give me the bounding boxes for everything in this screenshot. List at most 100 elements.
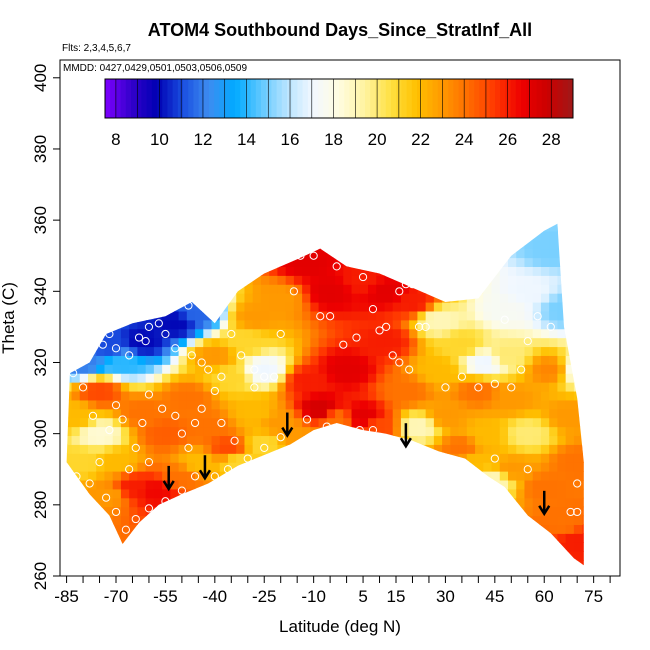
heat-cell <box>244 337 254 348</box>
heat-cell <box>450 293 460 303</box>
heat-cell <box>442 223 451 232</box>
heat-cell <box>318 390 328 401</box>
sample-point <box>184 301 193 310</box>
heat-cell <box>285 435 295 445</box>
heat-cell <box>475 364 484 374</box>
heat-cell <box>433 319 443 330</box>
heat-cell <box>384 284 394 294</box>
heat-cell <box>433 364 443 374</box>
heat-cell <box>104 408 114 419</box>
heat-cell <box>458 373 468 383</box>
heat-cell <box>195 533 204 543</box>
heat-cell <box>359 284 369 294</box>
heat-cell <box>475 213 484 223</box>
heat-cell <box>524 230 534 241</box>
heat-cell <box>557 444 567 454</box>
heat-cell <box>260 239 270 250</box>
heat-cell <box>120 328 130 339</box>
heat-cell <box>417 373 427 383</box>
heat-cell <box>203 213 212 223</box>
heat-cell <box>96 373 106 383</box>
heat-cell <box>96 301 106 312</box>
heat-cell <box>532 471 542 481</box>
heat-cell <box>450 506 460 517</box>
heat-cell <box>129 319 139 330</box>
heat-cell <box>499 328 509 339</box>
heat-cell <box>400 542 410 552</box>
heat-cell <box>88 533 97 543</box>
heat-cell <box>343 239 353 250</box>
heat-cell <box>458 533 468 543</box>
heat-cell <box>310 559 320 566</box>
heat-cell <box>236 488 246 499</box>
heat-cell <box>261 213 270 223</box>
heat-cell <box>302 355 311 365</box>
heat-cell <box>384 301 394 312</box>
heat-cell <box>450 275 460 285</box>
sample-point <box>85 479 94 488</box>
sample-point <box>177 429 186 438</box>
heat-cell <box>573 435 583 445</box>
heat-cell <box>582 213 591 223</box>
heat-cell <box>96 462 106 472</box>
heat-cell <box>475 328 484 339</box>
heat-cell <box>153 497 163 508</box>
heat-cell <box>66 373 73 383</box>
heat-cell <box>260 301 270 312</box>
heat-cell <box>79 346 89 356</box>
sample-point <box>111 507 121 517</box>
heat-cell <box>88 364 97 374</box>
heat-cell <box>104 213 113 223</box>
heat-cell <box>549 444 559 454</box>
heat-cell <box>211 426 221 437</box>
heat-cell <box>335 266 344 276</box>
heat-cell <box>557 364 567 374</box>
heat-cell <box>195 551 204 561</box>
heat-cell <box>269 364 279 374</box>
heat-cell <box>170 364 180 374</box>
heat-cell <box>219 453 229 463</box>
heat-cell <box>252 533 262 543</box>
heat-cell <box>310 515 320 525</box>
heat-cell <box>417 533 427 543</box>
heat-cell <box>475 471 484 481</box>
heat-cell <box>491 399 501 410</box>
heat-cell <box>532 328 542 339</box>
heat-cell <box>540 284 550 294</box>
sample-point <box>533 312 542 321</box>
heat-cell <box>236 515 246 525</box>
heat-cell <box>104 462 114 472</box>
heat-cell <box>79 533 89 543</box>
sample-point <box>171 411 180 420</box>
heat-cell <box>104 444 114 454</box>
heat-cell <box>540 382 550 392</box>
heat-cell <box>129 453 139 463</box>
heat-cell <box>211 301 221 312</box>
heat-cell <box>573 328 583 339</box>
heat-cell <box>220 213 229 223</box>
heat-cell <box>252 248 262 259</box>
heat-cell <box>120 223 130 232</box>
sample-point <box>352 333 361 342</box>
heat-cell <box>582 390 584 401</box>
heat-cell <box>359 346 369 356</box>
heat-cell <box>508 390 517 401</box>
heat-cell <box>228 497 237 508</box>
heat-cell <box>121 213 130 223</box>
heat-cell <box>458 355 468 365</box>
heat-cell <box>326 462 336 472</box>
heat-cell <box>71 230 81 241</box>
heat-cell <box>516 408 526 419</box>
heat-cell <box>137 248 147 259</box>
heat-cell <box>425 364 435 374</box>
heat-cell <box>96 257 106 267</box>
heat-cell <box>96 310 106 321</box>
heat-cell <box>219 506 229 517</box>
heat-cell <box>508 471 517 481</box>
heat-cell <box>219 551 229 561</box>
heat-cell <box>137 319 147 330</box>
heat-cell <box>392 444 402 454</box>
y-tick-label: 300 <box>31 419 50 447</box>
heat-cell <box>195 239 204 250</box>
heat-cell <box>475 257 484 267</box>
